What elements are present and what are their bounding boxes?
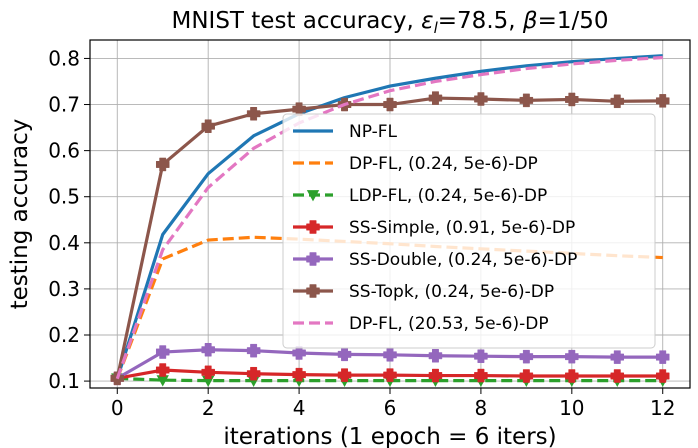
data-point-marker: [383, 97, 397, 112]
legend-box: [282, 113, 656, 349]
legend-label: LDP-FL, (0.24, 5e-6)-DP: [349, 186, 547, 206]
data-point-marker: [519, 93, 534, 108]
data-point-marker: [246, 366, 261, 381]
legend-marker: [306, 220, 320, 234]
x-tick-label: 12: [650, 396, 675, 420]
data-point-marker: [474, 368, 488, 383]
series-line: [115, 54, 663, 380]
data-point-marker: [337, 368, 352, 382]
legend-label: SS-Topk, (0.24, 5e-6)-DP: [349, 282, 554, 302]
data-point-marker: [519, 369, 534, 383]
y-tick-label: 0.5: [48, 185, 80, 209]
series-ss-topk-0-24-5e-6-dp: [110, 91, 670, 386]
x-tick-label: 8: [475, 396, 488, 420]
series-dp-fl-20-53-5e-6-dp: [115, 55, 663, 380]
legend-item: SS-Double, (0.24, 5e-6)-DP: [293, 250, 577, 270]
y-tick-label: 0.6: [48, 139, 80, 163]
series-line: [115, 55, 663, 380]
data-point-marker: [565, 349, 579, 364]
data-point-marker: [428, 91, 443, 105]
title-eps: ε: [421, 8, 433, 34]
legend-item: NP-FL: [293, 122, 398, 142]
title-middle: =78.5,: [438, 8, 523, 34]
data-point-marker: [383, 368, 397, 382]
y-tick-label: 0.2: [48, 323, 80, 347]
x-tick-label: 0: [111, 396, 124, 420]
legend-label: SS-Double, (0.24, 5e-6)-DP: [349, 250, 577, 270]
data-point-marker: [565, 92, 579, 107]
legend-item: DP-FL, (0.24, 5e-6)-DP: [293, 154, 538, 174]
data-point-marker: [246, 106, 261, 121]
legend-marker: [306, 284, 320, 298]
data-point-marker: [519, 349, 534, 364]
data-point-marker: [428, 348, 443, 363]
data-point-marker: [610, 350, 625, 364]
data-point-marker: [565, 369, 579, 383]
ticks: 0 2 4 6 8 10 12 0.1 0.2 0.3 0.4 0.5 0.6 0.7 0.8: [48, 46, 675, 420]
data-point-marker: [337, 347, 352, 362]
data-point-marker: [201, 365, 215, 380]
y-tick-label: 0.1: [48, 369, 80, 393]
data-point-marker: [201, 342, 215, 357]
data-point-marker: [474, 92, 488, 106]
legend-label: DP-FL, (0.24, 5e-6)-DP: [349, 154, 538, 174]
x-axis-label: iterations (1 epoch = 6 iters): [223, 424, 556, 448]
title-eps-sub: l: [434, 19, 439, 37]
y-axis-label: testing accuracy: [7, 119, 33, 310]
legend-item: LDP-FL, (0.24, 5e-6)-DP: [293, 186, 547, 206]
y-tick-label: 0.7: [48, 93, 80, 117]
data-point-marker: [292, 346, 306, 360]
data-point-marker: [655, 350, 670, 364]
data-point-marker: [655, 94, 670, 108]
legend-marker: [306, 190, 320, 202]
data-point-marker: [155, 157, 170, 172]
y-tick-label: 0.4: [48, 231, 80, 255]
legend-item: SS-Topk, (0.24, 5e-6)-DP: [293, 282, 554, 302]
x-tick-label: 4: [293, 396, 306, 420]
series-np-fl: [115, 54, 663, 380]
y-tick-label: 0.8: [48, 46, 80, 70]
legend: NP-FL DP-FL, (0.24, 5e-6)-DP LDP-FL, (0.24…: [282, 113, 656, 349]
data-point-marker: [474, 349, 488, 363]
data-point-marker: [155, 363, 170, 377]
title-suffix: =1/50: [538, 8, 609, 34]
legend-label: SS-Simple, (0.91, 5e-6)-DP: [349, 218, 575, 238]
title-beta: β: [522, 8, 538, 34]
x-tick-label: 10: [559, 396, 584, 420]
data-point-marker: [383, 348, 397, 362]
x-tick-label: 6: [384, 396, 397, 420]
data-point-marker: [155, 345, 170, 359]
data-point-marker: [246, 343, 261, 358]
legend-marker: [306, 252, 320, 266]
title-prefix: MNIST test accuracy,: [172, 8, 422, 34]
legend-item: SS-Simple, (0.91, 5e-6)-DP: [293, 218, 575, 238]
data-point-marker: [201, 119, 215, 133]
legend-label: NP-FL: [349, 122, 398, 142]
legend-item: DP-FL, (20.53, 5e-6)-DP: [293, 314, 549, 334]
data-point-marker: [428, 368, 443, 383]
data-point-marker: [610, 94, 625, 109]
x-tick-label: 2: [202, 396, 215, 420]
chart-title: MNIST test accuracy, εl=78.5, β=1/50: [172, 8, 609, 37]
y-tick-label: 0.3: [48, 277, 80, 301]
legend-label: DP-FL, (20.53, 5e-6)-DP: [349, 314, 549, 334]
data-point-marker: [655, 369, 670, 383]
data-point-marker: [292, 367, 306, 382]
data-point-marker: [610, 369, 625, 383]
